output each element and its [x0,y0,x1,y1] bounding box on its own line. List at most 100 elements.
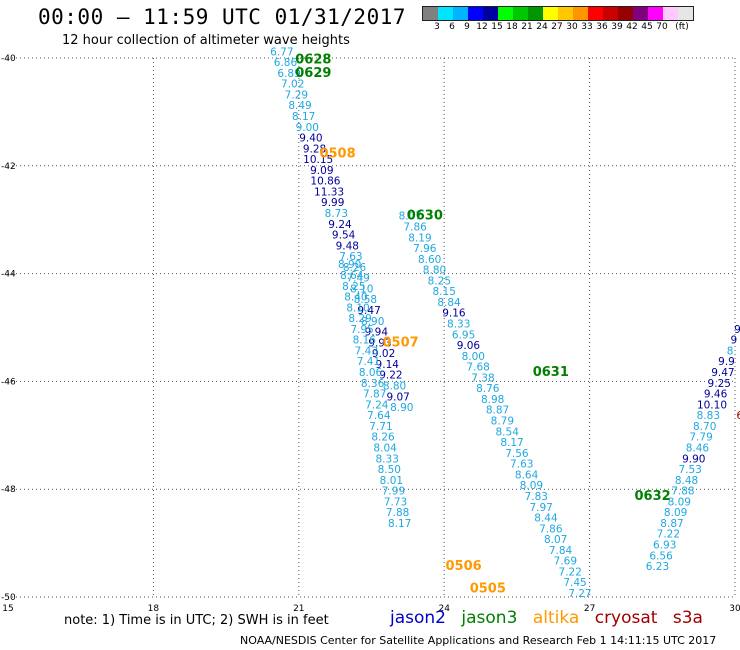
mission-legend: jason2 jason3 altika cryosat s3a [390,608,713,628]
color-swatch [588,7,603,20]
color-legend-label: 39 [611,22,623,32]
swh-value: 9.47 [711,367,734,379]
swh-value: 7.49 [346,273,369,285]
swh-value: 8.17 [292,111,315,123]
swh-value: 8.07 [544,534,567,546]
page-subtitle: 12 hour collection of altimeter wave hei… [62,33,350,48]
color-swatch [468,7,483,20]
color-legend-label: 6 [449,22,455,32]
swh-value: 8.58 [354,294,377,306]
swh-value: 9.28 [303,143,326,155]
swh-value: 8.07 [399,211,422,223]
color-swatch [513,7,528,20]
color-legend-label: 9 [464,22,470,32]
mission-altika: altika [532,608,580,628]
color-legend-label: 33 [581,22,593,32]
color-swatch [618,7,633,20]
cryosat-value: 6 [736,409,740,422]
lat-tick-label: -50 [1,593,16,603]
orbit-label: 0629 [295,66,331,81]
swh-value: 8.25 [342,281,365,293]
swh-value: 8.87 [660,518,683,530]
swh-value: 9.99 [321,197,344,209]
swh-value: 8.09 [668,496,691,508]
lon-tick-label: 27 [584,604,595,614]
swh-value: 6.86 [274,57,298,69]
swh-value: 9.54 [332,230,356,242]
color-swatch [423,7,438,20]
mission-jason3: jason3 [461,608,518,628]
color-swatch [558,7,573,20]
swh-value: 7.63 [510,459,533,471]
swh-value: 9.94 [365,327,389,339]
units-note: note: 1) Time is in UTC; 2) SWH is in fe… [64,613,329,628]
swh-value: 7.29 [285,89,308,101]
color-legend-label: 21 [521,22,533,32]
swh-value: 7.86 [539,523,563,535]
swh-value: 9.09 [310,165,333,177]
color-swatch [663,7,678,20]
swh-value: 7.43 [355,345,378,357]
swh-value: 8.06 [359,367,383,379]
swh-value: 8.54 [496,426,520,438]
orbit-label: 0505 [470,582,506,597]
swh-value: 8.70 [693,421,716,433]
page-title: 00:00 – 11:59 UTC 01/31/2017 [38,5,407,29]
swh-value: 9 [730,335,737,347]
swh-value: 7.88 [671,486,694,498]
swh-value: 8.73 [325,208,348,220]
color-legend-label: 3 [434,22,440,32]
swh-value: 7.02 [281,79,304,91]
mission-s3a: s3a [672,608,703,628]
color-swatch [453,7,468,20]
swh-value: 8.90 [361,316,384,328]
swh-value: 8.46 [686,442,710,454]
swh-value: 7.95 [350,324,373,336]
swh-value: 8.64 [515,469,539,481]
swh-value: 9.02 [372,348,395,360]
swh-value: 9.47 [357,305,380,317]
swh-value: 8.98 [481,394,504,406]
swh-value: 11.33 [314,186,344,198]
lon-tick-label: 18 [148,604,160,614]
swh-value: 9.16 [442,308,466,320]
swh-value: 7.64 [367,410,391,422]
credit-line: NOAA/NESDIS Center for Satellite Applica… [240,634,717,647]
lat-tick-label: -46 [1,377,16,387]
swh-value: 9.48 [336,240,359,252]
swh-value: 7.84 [549,545,573,557]
swh-value: 9.24 [328,219,352,231]
swh-value: 9 [734,324,740,336]
swh-value: 7.27 [568,588,591,600]
swh-value: 8.49 [288,100,311,112]
orbit-label: 0630 [407,209,443,224]
orbit-label: 0508 [319,147,355,162]
swh-value: 7.24 [365,399,389,411]
swh-value: 10.15 [303,154,333,166]
color-swatch [573,7,588,20]
color-legend-label: 36 [596,22,608,32]
swh-value: 9.14 [376,359,400,371]
swh-value: 8.50 [378,464,401,476]
swh-value: 8.87 [486,405,509,417]
color-legend-label: 45 [641,22,653,32]
mission-jason2: jason2 [390,608,446,628]
swh-value: 6.56 [649,550,673,562]
color-swatch [543,7,558,20]
swh-value: 6.77 [270,46,293,58]
color-legend-label: 15 [491,22,503,32]
color-swatch [498,7,513,20]
swh-value: 7.22 [657,529,680,541]
swh-value: 7.86 [403,221,427,233]
swh-value: 8.09 [520,480,543,492]
swh-value: 8.80 [423,265,446,277]
swh-value: 9.07 [386,391,409,403]
swh-value: 7.88 [386,507,409,519]
color-legend-label: 12 [476,22,488,32]
mission-cryosat: cryosat [594,608,658,628]
color-swatch [603,7,618,20]
swh-value: 9.06 [457,340,481,352]
color-swatch [438,7,453,20]
swh-value: 9.9 [718,356,735,368]
